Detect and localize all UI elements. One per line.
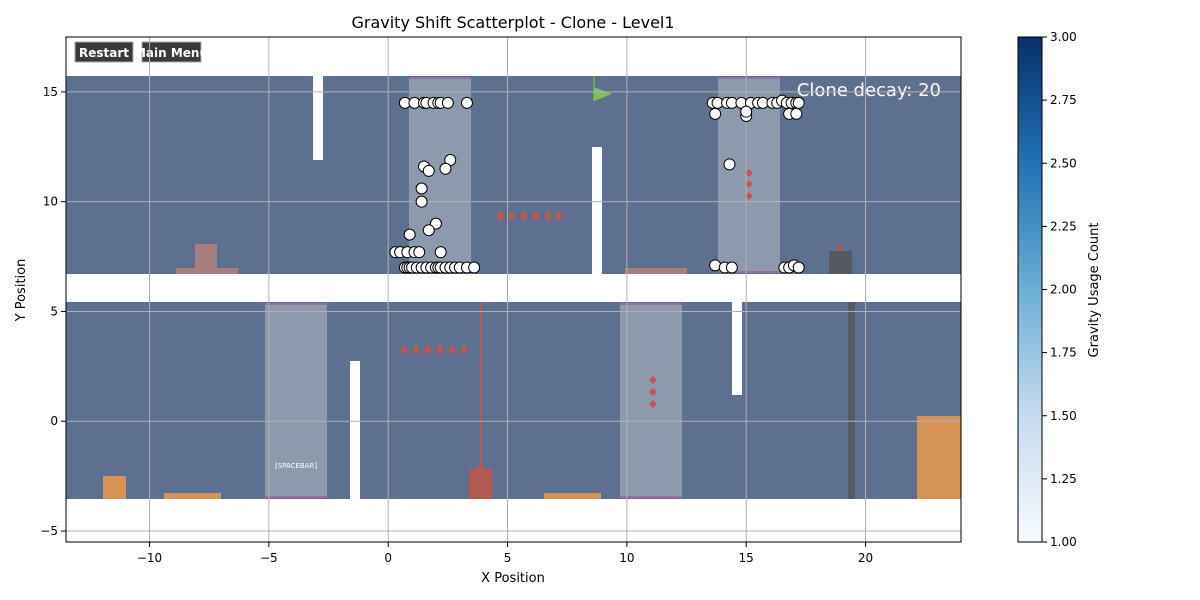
colorbar-tick-label: 2.00: [1050, 283, 1077, 297]
scatter-point: [460, 96, 473, 109]
restart-button-label: Restart: [79, 46, 129, 60]
x-tick-label: −5: [260, 551, 278, 565]
goal-flag-icon: [594, 87, 612, 101]
scatter-point: [740, 105, 753, 118]
colorbar-tick-label: 1.50: [1050, 409, 1077, 423]
scatter-point: [413, 246, 426, 259]
colorbar-label: Gravity Usage Count: [1087, 223, 1102, 358]
colorbar-tick-label: 2.25: [1050, 219, 1077, 233]
y-tick-label: 0: [50, 414, 58, 428]
y-axis-label: Y Position: [14, 259, 29, 323]
scatter-point: [403, 228, 416, 241]
scatter-point: [725, 261, 738, 274]
scatter-point: [422, 224, 435, 237]
colorbar-tick-label: 2.75: [1050, 93, 1077, 107]
scatter-points: [389, 94, 805, 274]
colorbar-tick-label: 2.50: [1050, 156, 1077, 170]
colorbar: [1017, 36, 1043, 543]
x-tick-label: 5: [504, 551, 512, 565]
scatter-point: [441, 96, 454, 109]
scatter-point: [790, 107, 803, 120]
x-tick-label: 15: [739, 551, 754, 565]
plot-area: Restart Main Menu Clone decay: 20 [SPACE…: [66, 37, 961, 542]
game-upper-area: [66, 76, 961, 274]
y-tick-label: 5: [50, 304, 58, 318]
scatter-point: [439, 162, 452, 175]
x-axis-ticks: −10 −5 0 5 10 15 20: [137, 542, 873, 565]
colorbar-tick-label: 3.00: [1050, 30, 1077, 44]
colorbar-tick-label: 1.00: [1050, 535, 1077, 549]
scatter-point: [709, 107, 722, 120]
scatter-point: [422, 164, 435, 177]
y-tick-label: 15: [43, 85, 58, 99]
plot-frame: [65, 36, 962, 543]
main-menu-button-label: Main Menu: [134, 46, 208, 60]
clone-decay-text: Clone decay: 20: [797, 80, 941, 101]
game-lower-area: [66, 302, 961, 499]
colorbar-tick-label: 1.25: [1050, 472, 1077, 486]
arrow-markers: [400, 169, 753, 408]
y-tick-label: 10: [43, 195, 58, 209]
scatter-point: [415, 182, 428, 195]
scatter-point: [468, 261, 481, 274]
y-axis-ticks: −5 0 5 10 15: [40, 85, 66, 538]
main-menu-button: [141, 41, 202, 63]
colorbar-ticks: 1.00 1.25 1.50 1.75 2.00 2.25 2.50 2.75 3.00: [1042, 30, 1077, 549]
x-axis-label: X Position: [481, 571, 545, 586]
scatter-point: [415, 195, 428, 208]
x-tick-label: 0: [384, 551, 392, 565]
chart-title: Gravity Shift Scatterplot - Clone - Leve…: [351, 13, 674, 32]
spacebar-hint-text: [SPACEBAR]: [275, 462, 317, 470]
scatter-point: [434, 246, 447, 259]
x-tick-label: −10: [137, 551, 162, 565]
x-tick-label: 20: [858, 551, 873, 565]
grid: [66, 37, 961, 542]
x-tick-label: 10: [619, 551, 634, 565]
scatter-point: [792, 96, 805, 109]
scatter-point: [792, 261, 805, 274]
colorbar-tick-label: 1.75: [1050, 346, 1077, 360]
y-tick-label: −5: [40, 524, 58, 538]
restart-button: [74, 41, 134, 63]
scatter-point: [723, 158, 736, 171]
